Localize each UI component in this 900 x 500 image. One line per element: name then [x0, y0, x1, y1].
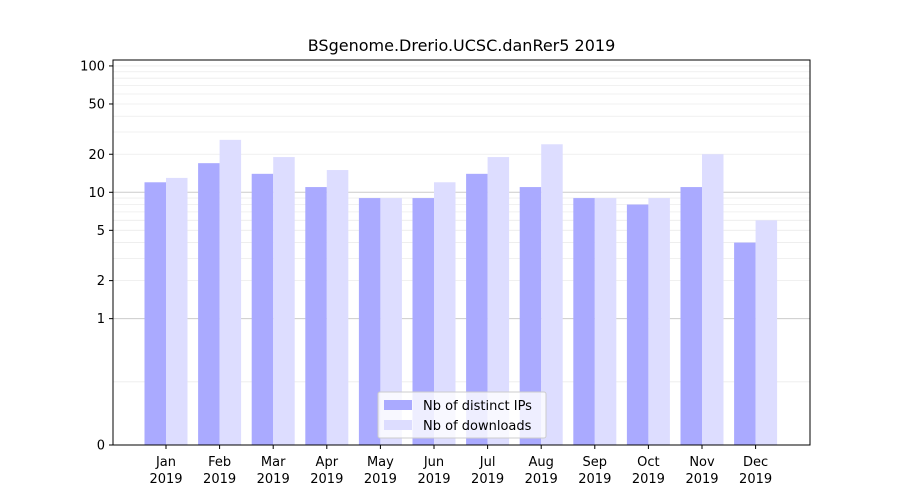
x-tick-label-month: Apr [316, 455, 339, 470]
x-tick-label-year: 2019 [525, 472, 558, 487]
x-tick-label-year: 2019 [685, 472, 718, 487]
bar-downloads [219, 139, 242, 446]
bar-distinct-ips [573, 198, 595, 445]
legend-swatch-downloads [384, 420, 412, 430]
y-tick-label: 100 [80, 59, 105, 74]
legend-frame [377, 391, 547, 439]
y-tick-label: 20 [88, 148, 105, 163]
bar-downloads [487, 157, 510, 445]
x-tick-label-year: 2019 [632, 472, 665, 487]
bar-distinct-ips [198, 163, 220, 445]
y-tick-label: 50 [88, 97, 105, 112]
x-tick-label-year: 2019 [578, 472, 611, 487]
y-tick-label: 0 [97, 439, 105, 454]
x-tick-label-month: Jan [155, 455, 176, 470]
x-tick-label-year: 2019 [257, 472, 290, 487]
bar-downloads [755, 220, 778, 445]
bar-distinct-ips [680, 187, 702, 445]
bar-distinct-ips [358, 198, 381, 445]
x-tick-label-year: 2019 [739, 472, 772, 487]
x-tick-label-year: 2019 [364, 472, 397, 487]
bar-downloads [166, 177, 188, 445]
bar-downloads [541, 144, 563, 445]
bar-distinct-ips [466, 173, 488, 445]
bar-downloads [326, 170, 349, 446]
bar-distinct-ips [251, 173, 274, 445]
bar-downloads [434, 182, 456, 445]
y-tick-label: 1 [97, 312, 105, 327]
bar-downloads [594, 198, 617, 445]
y-tick-label: 2 [97, 274, 105, 289]
x-tick-label-month: Dec [743, 455, 768, 470]
legend-swatch-ips [384, 400, 412, 410]
bar-distinct-ips [519, 187, 542, 445]
x-axis-ticks: Jan 2019 Feb 2019 Mar 2019 Apr 2019 May 2019 Jun 20… [149, 445, 772, 487]
bar-downloads [380, 198, 402, 445]
x-tick-label-month: Sep [583, 455, 608, 470]
x-tick-label-month: Oct [637, 455, 659, 470]
x-tick-label-month: May [367, 455, 394, 470]
y-tick-label: 10 [88, 186, 105, 201]
x-tick-label-month: Feb [208, 455, 231, 470]
x-tick-label-month: Jul [479, 455, 496, 470]
x-tick-label-year: 2019 [203, 472, 236, 487]
legend-label-downloads: Nb of downloads [423, 419, 532, 434]
x-tick-label-month: Mar [261, 455, 286, 470]
bar-downloads [648, 198, 670, 445]
x-tick-label-month: Nov [689, 455, 715, 470]
bar-downloads [273, 157, 295, 445]
legend: Nb of distinct IPs Nb of downloads [377, 391, 547, 439]
y-tick-label: 5 [97, 224, 105, 239]
x-tick-label-month: Aug [529, 455, 554, 470]
bar-distinct-ips [412, 198, 434, 445]
bar-distinct-ips [734, 242, 756, 445]
y-axis-ticks: 0 1 2 5 10 20 50 100 [80, 59, 113, 454]
bar-distinct-ips [144, 182, 166, 445]
plot-frame [112, 59, 811, 446]
chart-title: BSgenome.Drerio.UCSC.danRer5 2019 [308, 36, 616, 55]
legend-label-ips: Nb of distinct IPs [423, 399, 532, 414]
x-tick-label-year: 2019 [471, 472, 504, 487]
bar-distinct-ips [626, 204, 649, 445]
x-tick-label-year: 2019 [417, 472, 450, 487]
bars [144, 139, 778, 446]
bar-distinct-ips [305, 187, 327, 445]
x-tick-label-month: Jun [423, 455, 444, 470]
x-tick-label-year: 2019 [310, 472, 343, 487]
bar-downloads [702, 154, 724, 445]
x-tick-label-year: 2019 [149, 472, 182, 487]
